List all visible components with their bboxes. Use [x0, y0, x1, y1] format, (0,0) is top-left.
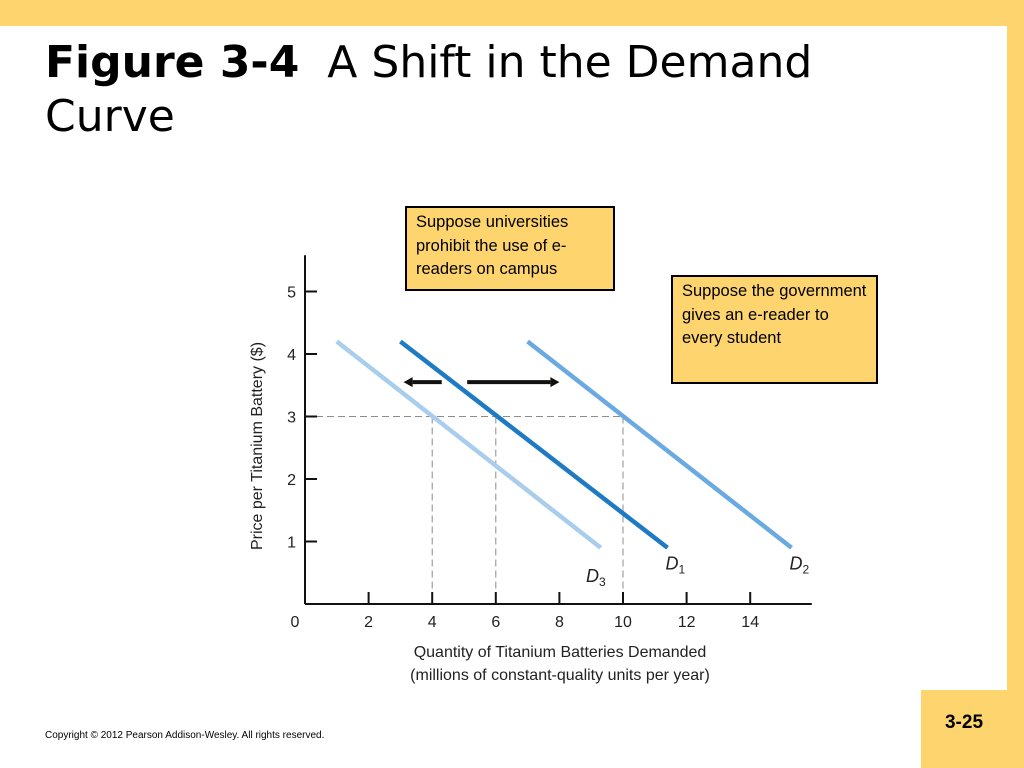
page-number-tab [921, 690, 1024, 768]
x-axis-subtitle: (millions of constant-quality units per … [410, 667, 710, 684]
copyright-notice: Copyright © 2012 Pearson Addison-Wesley.… [45, 730, 325, 741]
y-tick-label-3: 3 [287, 410, 296, 427]
y-tick-label-2: 2 [287, 472, 296, 489]
curve-label-d2: D2 [790, 553, 810, 576]
origin-label: 0 [291, 614, 300, 631]
page-number: 3-25 [944, 712, 984, 733]
demand-curve-d3 [335, 339, 603, 550]
slide-title: Figure 3-4 A Shift in the Demand Curve [45, 36, 945, 144]
x-tick-label-10: 10 [614, 614, 632, 631]
x-tick-label-2: 2 [364, 614, 373, 631]
x-tick-label-12: 12 [678, 614, 696, 631]
y-tick-label-4: 4 [287, 347, 296, 364]
top-accent-bar [0, 0, 1024, 26]
callout-increase: Suppose the government gives an e-reader… [671, 275, 878, 384]
x-tick-label-14: 14 [741, 614, 759, 631]
curve-label-d3: D3 [586, 566, 606, 589]
demand-curve-d2 [526, 339, 793, 550]
x-axis-title: Quantity of Titanium Batteries Demanded [414, 644, 707, 661]
x-tick-label-6: 6 [491, 614, 500, 631]
callout-decrease: Suppose universities prohibit the use of… [405, 206, 615, 291]
demand-curve-d1 [399, 339, 669, 550]
x-tick-label-4: 4 [428, 614, 437, 631]
right-accent-bar [1007, 0, 1024, 768]
y-tick-label-5: 5 [287, 285, 296, 302]
shift-arrow-head-right [550, 377, 560, 388]
y-tick-label-1: 1 [287, 535, 296, 552]
curve-label-d1: D1 [666, 553, 686, 576]
figure-number: Figure 3-4 [45, 37, 300, 88]
figure-caption: A Shift in the Demand Curve [45, 37, 813, 142]
x-tick-label-8: 8 [555, 614, 564, 631]
y-axis-title: Price per Titanium Battery ($) [249, 342, 266, 550]
shift-arrow-head-left [403, 377, 413, 388]
